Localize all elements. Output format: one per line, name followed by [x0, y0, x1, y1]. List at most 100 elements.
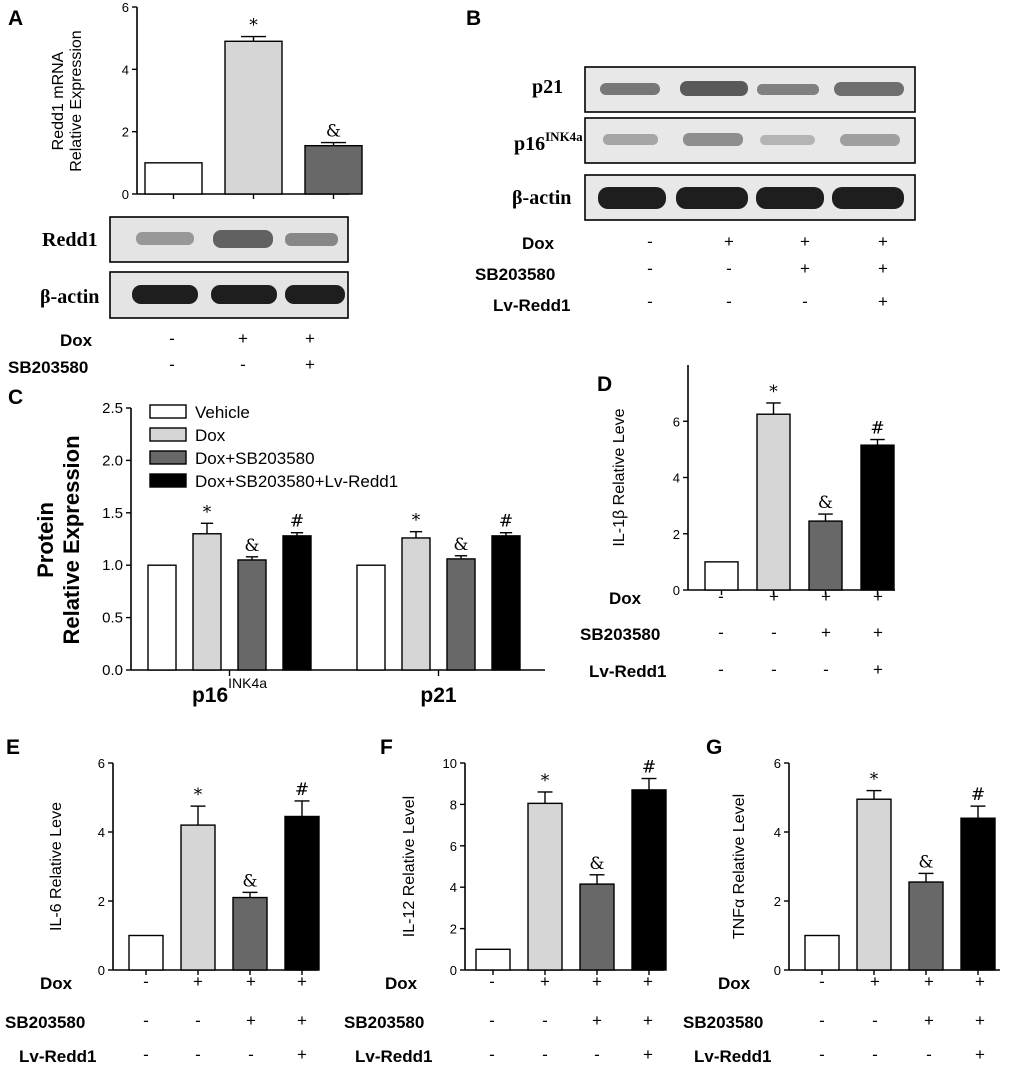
row-label-sb-a: SB203580	[8, 358, 88, 377]
sign: +	[724, 232, 734, 251]
row-label: SB203580	[344, 1013, 424, 1032]
sign: +	[246, 972, 256, 991]
sign: +	[821, 623, 831, 642]
legend-label: Dox	[195, 426, 226, 445]
y-axis-label: IL-12 Relative Level	[401, 796, 418, 937]
row-label: Lv-Redd1	[589, 662, 666, 681]
sign: +	[592, 1011, 602, 1030]
sign: -	[718, 587, 724, 606]
legend-swatch	[149, 450, 187, 465]
row-label: Lv-Redd1	[694, 1047, 771, 1066]
band	[834, 82, 904, 96]
band	[285, 233, 338, 246]
panel-f-bar-chart: 0 2 4 6 8 10 * & # IL-12 Relative Level	[401, 756, 667, 978]
bar	[224, 40, 283, 195]
sign: +	[305, 355, 315, 374]
row-label-sb-b: SB203580	[475, 265, 555, 284]
group-label-superscript: INK4a	[228, 675, 267, 691]
sign: -	[195, 1011, 201, 1030]
significance-label: *	[412, 511, 421, 531]
sign: +	[238, 329, 248, 348]
sign: -	[143, 972, 149, 991]
band	[840, 134, 900, 146]
sign: -	[143, 1011, 149, 1030]
group-label-main: p21	[420, 684, 457, 707]
sign: +	[800, 232, 810, 251]
sign: +	[821, 587, 831, 606]
panel-d-label: D	[597, 373, 612, 396]
sign: +	[305, 329, 315, 348]
band	[757, 84, 819, 95]
y-tick-label: 2	[98, 894, 105, 909]
panel-g-conditions: Dox - + + + SB203580 - - + + Lv-Redd1 - - - +	[683, 972, 985, 1066]
bar	[192, 533, 222, 671]
bar	[808, 520, 843, 591]
bar	[237, 559, 267, 671]
legend-swatch	[149, 404, 187, 419]
panel-g-bar-chart: 0 2 4 6 * & # TNFα Relative Level	[731, 756, 1000, 978]
x-group-label: p16INK4a	[192, 675, 267, 707]
sign: +	[246, 1011, 256, 1030]
y-axis-label: IL-6 Relative Leve	[48, 802, 65, 931]
y-axis-label: Relative Expression	[59, 435, 84, 644]
y-tick-label: 2.0	[102, 452, 123, 469]
bar	[804, 934, 840, 971]
significance-label: *	[249, 16, 258, 36]
sign: +	[643, 972, 653, 991]
significance-label: &	[818, 493, 833, 513]
y-tick-label: 0.0	[102, 662, 123, 679]
significance-label: *	[203, 502, 212, 522]
significance-label: *	[194, 785, 203, 805]
y-tick-label: 2.5	[102, 400, 123, 417]
sign: +	[540, 972, 550, 991]
sign: -	[195, 1045, 201, 1064]
sign: -	[489, 1045, 495, 1064]
bar	[304, 144, 363, 195]
sign: -	[594, 1045, 600, 1064]
band	[213, 230, 273, 248]
bar	[491, 535, 521, 671]
bar	[232, 896, 268, 971]
blot-label-p16: p16INK4a	[514, 129, 583, 155]
sign: +	[975, 1045, 985, 1064]
sign: +	[643, 1011, 653, 1030]
blot-label-p16-superscript: INK4a	[545, 129, 583, 144]
significance-label: &	[242, 871, 257, 891]
panel-c-bar-chart: 0.0 0.5 1.0 1.5 2.0 2.5 * & # p16INK4a * & # p21 Prote…	[33, 400, 545, 707]
y-tick-label: 6	[98, 756, 105, 771]
bar	[284, 815, 320, 971]
significance-label: #	[971, 785, 985, 805]
bar	[960, 817, 996, 971]
panel-e-label: E	[6, 736, 20, 759]
band	[760, 135, 815, 145]
y-tick-label: 0	[98, 963, 105, 978]
significance-label: *	[870, 770, 879, 790]
sign: +	[297, 1045, 307, 1064]
panel-g: G 0 2 4 6 * & # TNFα Relative Level Dox - + + + SB20…	[683, 736, 1000, 1066]
panel-b: B p21 p16INK4a β-actin Dox SB203580 Lv-R…	[466, 7, 916, 315]
panel-f-conditions: Dox - + + + SB203580 - - + + Lv-Redd1 - - - +	[344, 972, 653, 1066]
sign: -	[489, 1011, 495, 1030]
significance-label: &	[453, 535, 468, 555]
sign: +	[873, 587, 883, 606]
bar	[860, 444, 895, 591]
significance-label: #	[295, 780, 309, 800]
y-tick-label: 2	[673, 527, 680, 542]
panel-e: E 0 2 4 6 * & # IL-6 Relative Leve Dox - + + + SB203…	[5, 736, 320, 1066]
panel-d: D 0 2 4 6 * & # IL-1β Relative Leve Dox - + + + SB20…	[580, 365, 895, 681]
sign: +	[592, 972, 602, 991]
y-axis-label: Redd1 mRNA	[50, 51, 67, 150]
sign: -	[489, 972, 495, 991]
bar	[282, 535, 312, 671]
significance-label: &	[326, 122, 341, 142]
bar	[756, 413, 791, 591]
sign: +	[643, 1045, 653, 1064]
y-tick-label: 4	[673, 471, 680, 486]
sign: -	[823, 660, 829, 679]
sign: -	[819, 972, 825, 991]
significance-label: &	[589, 854, 604, 874]
y-tick-label: 0.5	[102, 610, 123, 627]
y-tick-label: 4	[450, 880, 457, 895]
panel-b-label: B	[466, 7, 481, 30]
